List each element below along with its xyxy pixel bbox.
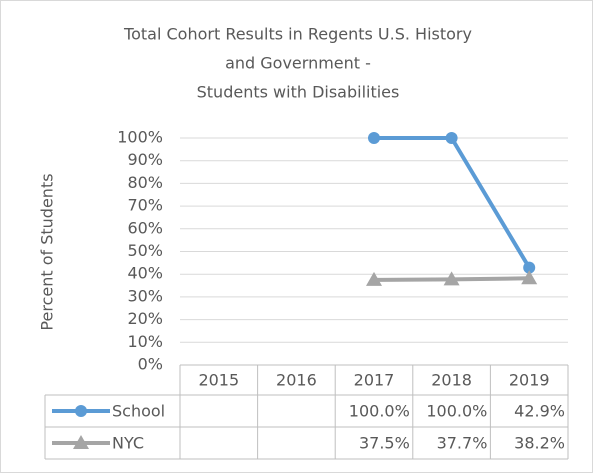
x-tick-label: 2015	[198, 371, 239, 390]
y-axis-label: Percent of Students	[38, 173, 57, 330]
y-tick-label: 20%	[127, 309, 163, 328]
table-value: 100.0%	[426, 402, 487, 421]
marker	[521, 270, 538, 285]
y-tick-label: 30%	[127, 286, 163, 305]
table-value: 37.7%	[437, 434, 488, 453]
y-tick-label: 50%	[127, 241, 163, 260]
chart-title: and Government -	[225, 54, 371, 73]
x-tick-label: 2016	[276, 371, 317, 390]
marker	[445, 132, 458, 144]
x-tick-label: 2017	[354, 371, 395, 390]
table-value: 37.5%	[359, 434, 410, 453]
legend-swatch-marker	[75, 405, 87, 417]
y-tick-label: 10%	[127, 332, 163, 351]
y-tick-label: 90%	[127, 150, 163, 169]
table-value: 38.2%	[514, 434, 565, 453]
table-value: 100.0%	[349, 402, 410, 421]
legend-label: School	[112, 402, 165, 421]
marker	[368, 132, 380, 144]
y-tick-label: 40%	[127, 264, 163, 283]
y-tick-label: 70%	[127, 196, 163, 215]
chart-title: Students with Disabilities	[197, 83, 400, 102]
legend-swatch-marker	[73, 435, 89, 449]
chart-title: Total Cohort Results in Regents U.S. His…	[123, 25, 472, 44]
x-tick-label: 2018	[431, 371, 472, 390]
y-tick-label: 60%	[127, 218, 163, 237]
marker	[523, 261, 536, 274]
y-tick-label: 80%	[127, 173, 163, 192]
marker	[443, 271, 460, 286]
y-tick-label: 0%	[138, 355, 163, 374]
y-tick-label: 100%	[117, 128, 163, 147]
marker	[366, 271, 382, 286]
x-tick-label: 2019	[509, 371, 550, 390]
legend-label: NYC	[112, 434, 144, 453]
table-value: 42.9%	[514, 402, 565, 421]
